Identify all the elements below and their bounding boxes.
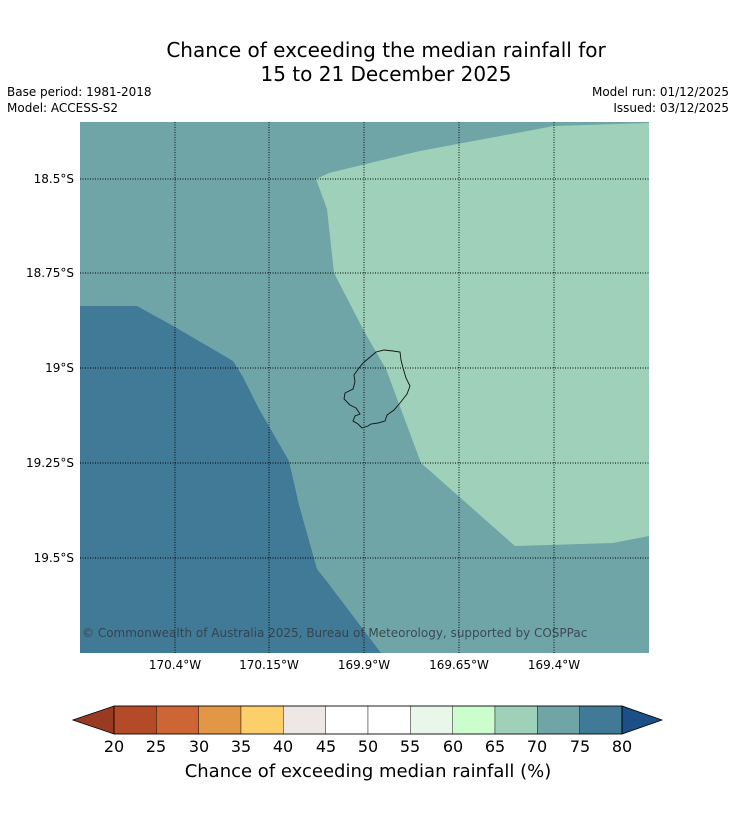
lon-label-169.9: 169.9°W [337, 658, 391, 672]
colorbar-tick-60: 60 [442, 737, 464, 756]
zone-65-70 [316, 123, 649, 546]
colorbar-tick-40: 40 [272, 737, 294, 756]
zone-75-80 [80, 306, 381, 653]
colorbar-tick-30: 30 [188, 737, 210, 756]
lat-label-19.5: 19.5°S [33, 551, 74, 565]
map-title: Chance of exceeding the median rainfall … [0, 38, 736, 86]
colorbar-label: Chance of exceeding median rainfall (%) [184, 761, 552, 782]
colorbar-tick-50: 50 [357, 737, 379, 756]
model-name: Model: ACCESS-S2 [7, 101, 119, 115]
title-line-2: 15 to 21 December 2025 [260, 62, 512, 86]
colorbar-cell-55 [410, 705, 453, 735]
colorbar-tick-55: 55 [399, 737, 421, 756]
copyright-notice: © Commonwealth of Australia 2025, Bureau… [82, 626, 588, 640]
colorbar-cell-30 [198, 705, 242, 735]
colorbar-cell-75 [579, 705, 623, 735]
lat-label-19: 19°S [45, 361, 74, 375]
lat-label-18.5: 18.5°S [33, 172, 74, 186]
niue-island-outline [343, 349, 411, 429]
colorbar-tick-65: 65 [484, 737, 506, 756]
colorbar-cell-65 [494, 705, 538, 735]
rainfall-map [80, 122, 649, 653]
lat-label-18.75: 18.75°S [26, 266, 74, 280]
lon-label-170.4: 170.4°W [148, 658, 202, 672]
colorbar-frame [113, 705, 623, 735]
colorbar-over-arrow [621, 705, 664, 735]
colorbar-cell-50 [367, 705, 411, 735]
issued-date: Issued: 03/12/2025 [613, 101, 729, 115]
colorbar-cell-45 [325, 705, 369, 735]
colorbar-cell-25 [156, 705, 199, 735]
lon-label-170.15: 170.15°W [239, 658, 299, 672]
colorbar-tick-25: 25 [145, 737, 167, 756]
colorbar-cell-70 [537, 705, 580, 735]
colorbar-tick-45: 45 [315, 737, 337, 756]
colorbar-cell-35 [240, 705, 284, 735]
colorbar-tick-20: 20 [103, 737, 125, 756]
graticule [80, 122, 649, 653]
meta-right: Model run: 01/12/2025 Issued: 03/12/2025 [592, 84, 729, 116]
colorbar-tick-75: 75 [569, 737, 591, 756]
colorbar-tick-80: 80 [611, 737, 633, 756]
lon-label-169.4: 169.4°W [527, 658, 581, 672]
lon-label-169.65: 169.65°W [429, 658, 489, 672]
colorbar-cell-20 [113, 705, 157, 735]
colorbar-cell-40 [283, 705, 326, 735]
model-run: Model run: 01/12/2025 [591, 85, 729, 99]
colorbar [72, 705, 664, 735]
colorbar-tick-35: 35 [230, 737, 252, 756]
colorbar-tick-70: 70 [526, 737, 548, 756]
base-period: Base period: 1981-2018 [7, 85, 152, 99]
colorbar-under-arrow [72, 705, 115, 735]
title-line-1: Chance of exceeding the median rainfall … [166, 38, 606, 62]
lat-label-19.25: 19.25°S [26, 456, 74, 470]
colorbar-cell-60 [452, 705, 496, 735]
meta-left: Base period: 1981-2018 Model: ACCESS-S2 [7, 84, 152, 116]
colorbar-cells [113, 705, 623, 735]
